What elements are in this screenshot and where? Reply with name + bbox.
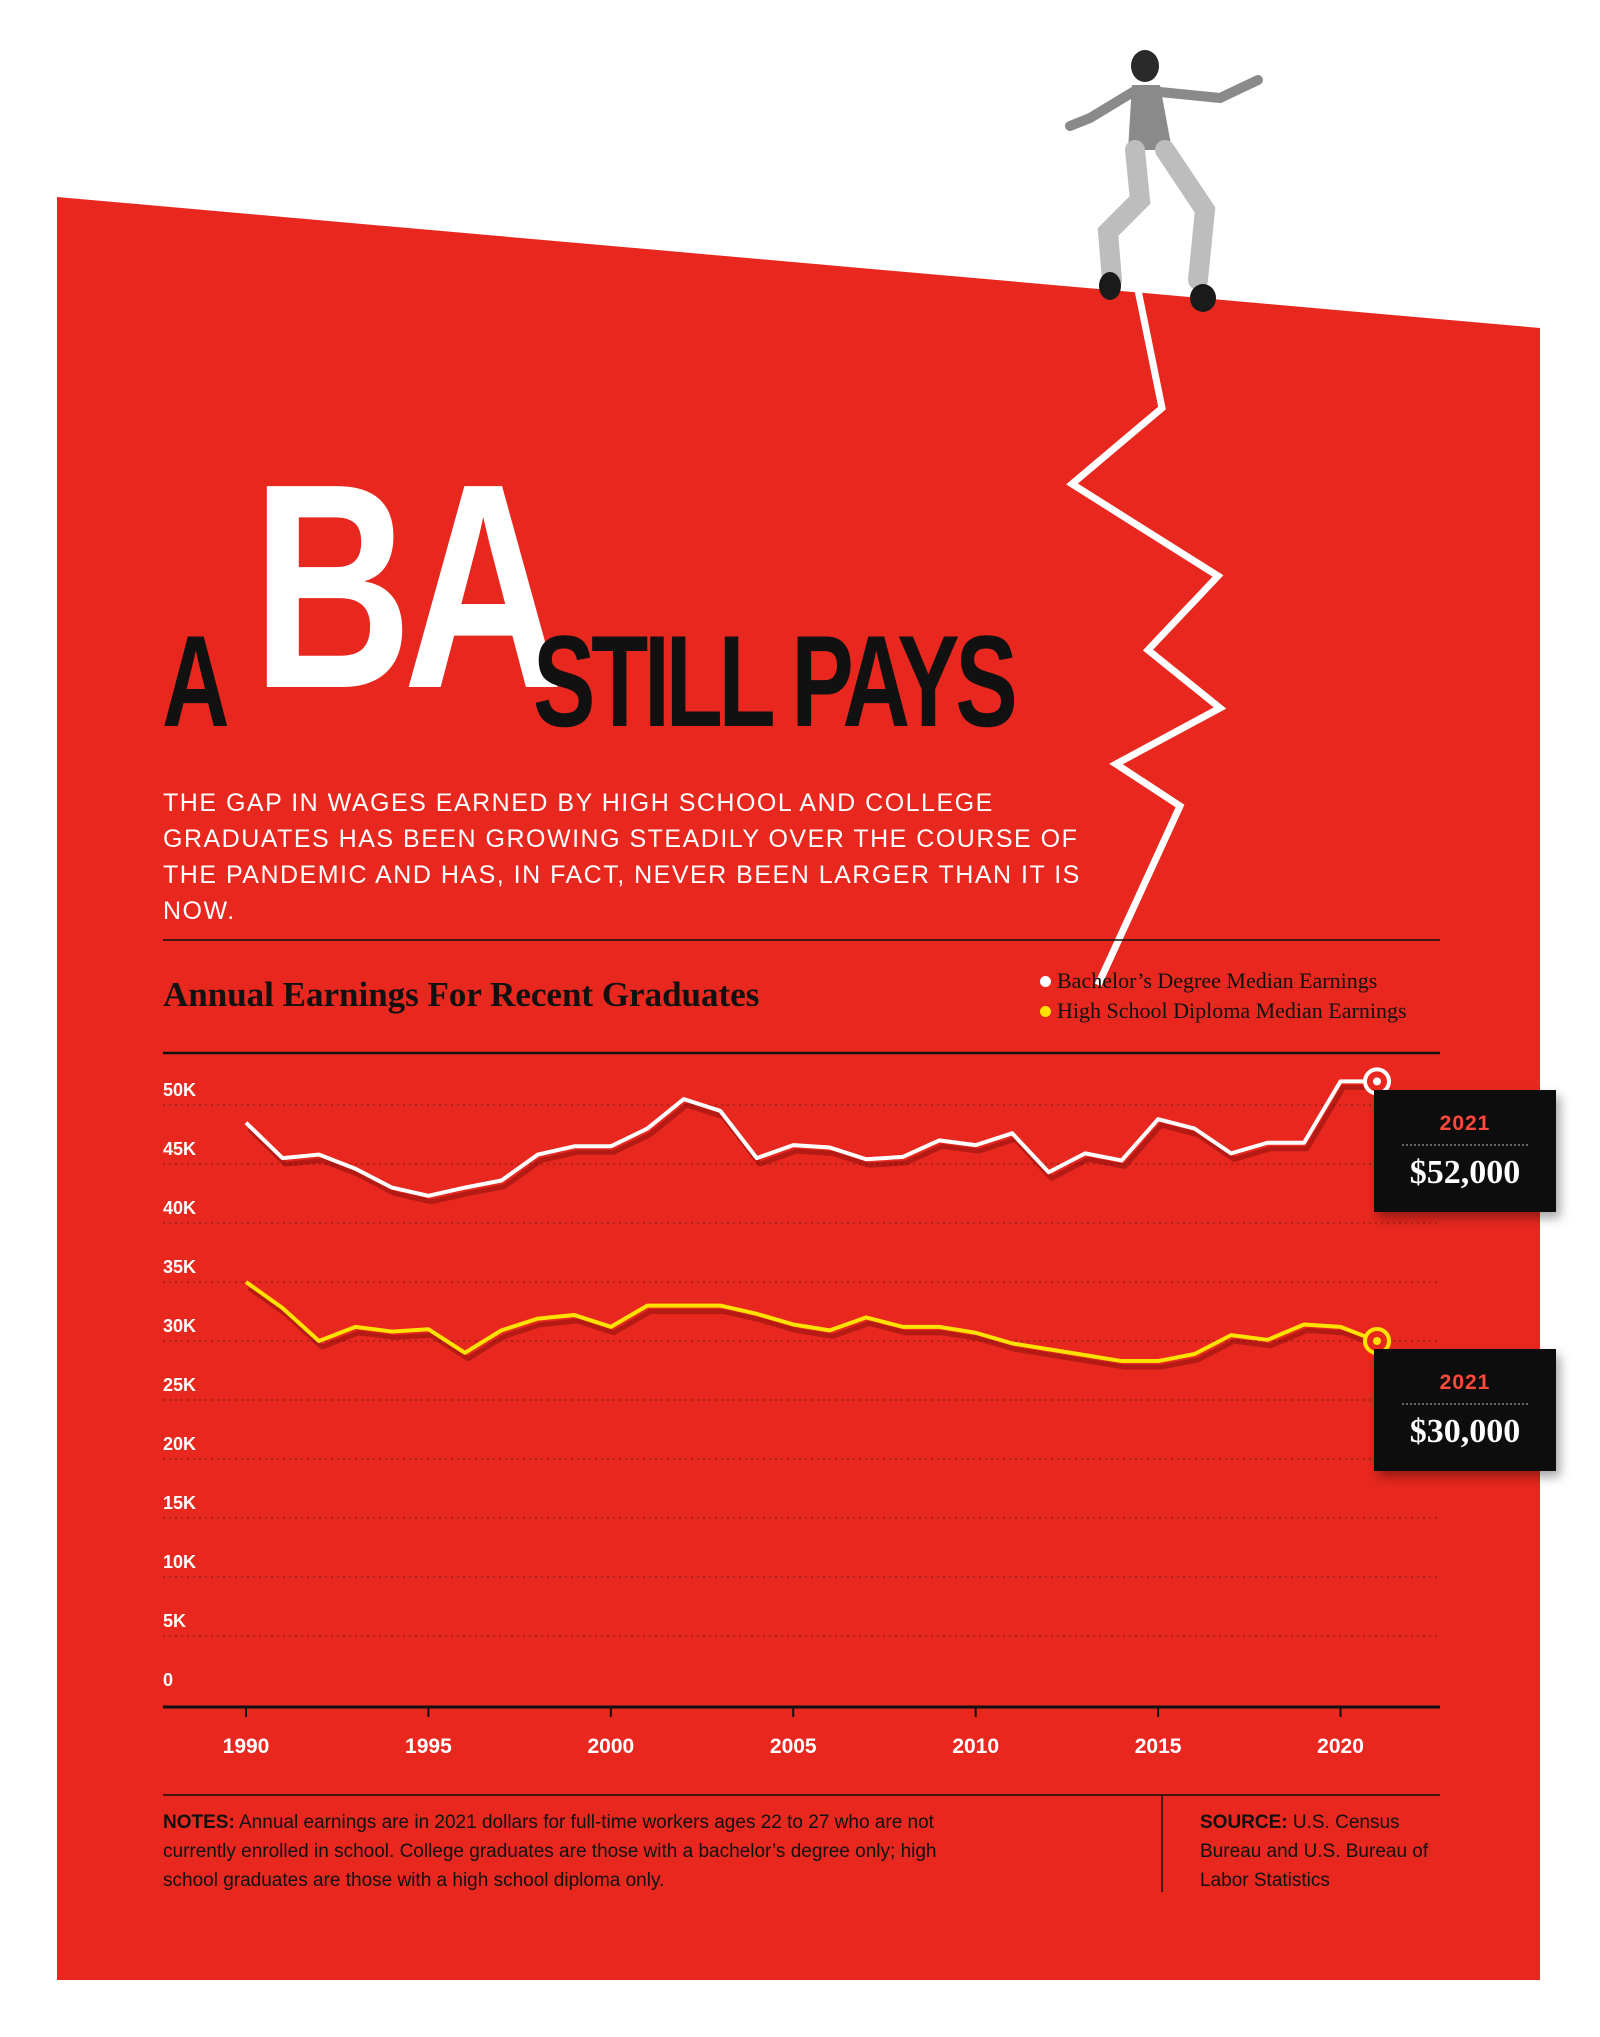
headline-ba: BA: [252, 423, 563, 749]
source-label: SOURCE:: [1200, 1812, 1288, 1833]
y-tick-label: 20K: [163, 1434, 196, 1454]
series-line-shadow: [247, 1285, 1381, 1370]
legend-dot-high-school: [1040, 1006, 1051, 1017]
legend-item-high-school: High School Diploma Median Earnings: [1040, 996, 1407, 1026]
legend-label-high-school: High School Diploma Median Earnings: [1057, 998, 1407, 1023]
y-tick-label: 35K: [163, 1257, 196, 1277]
y-tick-label: 50K: [163, 1080, 196, 1100]
x-tick-label: 2015: [1135, 1735, 1182, 1758]
source-text: U.S. Census Bureau and U.S. Bureau of La…: [1200, 1812, 1429, 1891]
callout-year: 2021: [1402, 1371, 1528, 1405]
callout-high-school-2021: 2021 $30,000: [1374, 1349, 1556, 1471]
y-tick-label: 25K: [163, 1375, 196, 1395]
x-tick-label: 2020: [1317, 1735, 1364, 1758]
headline-a: A: [162, 608, 230, 754]
legend: Bachelor’s Degree Median Earnings High S…: [1040, 966, 1407, 1026]
y-tick-label: 0: [163, 1670, 173, 1690]
series-line-bachelor: [244, 1079, 1377, 1198]
notes: NOTES: Annual earnings are in 2021 dolla…: [163, 1808, 953, 1895]
end-point-dot: [1373, 1077, 1381, 1086]
x-tick-label: 2000: [587, 1735, 634, 1758]
callout-value: $30,000: [1409, 1413, 1521, 1450]
subtitle: THE GAP IN WAGES EARNED BY HIGH SCHOOL A…: [163, 789, 1081, 925]
series-line-shadow: [247, 1084, 1380, 1205]
callout-bachelor-2021: 2021 $52,000: [1374, 1090, 1556, 1212]
legend-label-bachelor: Bachelor’s Degree Median Earnings: [1057, 968, 1378, 993]
line-chart: 0 5K 10K 15K 20K 25K 30K 35K 40K 45K 50K 1990 1995 20…: [163, 1067, 1440, 1758]
y-tick-label: 5K: [163, 1611, 186, 1631]
series-line-high-school: [244, 1280, 1378, 1364]
y-tick-label: 40K: [163, 1198, 196, 1218]
notes-text: Annual earnings are in 2021 dollars for …: [163, 1812, 937, 1891]
source: SOURCE: U.S. Census Bureau and U.S. Bure…: [1200, 1808, 1450, 1895]
callout-year: 2021: [1402, 1112, 1528, 1146]
x-tick-label: 1990: [223, 1735, 270, 1758]
headline-still-pays: STILL PAYS: [533, 608, 1018, 754]
legend-dot-bachelor: [1040, 976, 1051, 987]
x-tick-label: 2010: [952, 1735, 999, 1758]
notes-label: NOTES:: [163, 1812, 235, 1833]
end-point-dot: [1373, 1337, 1381, 1345]
x-tick-label: 1995: [405, 1735, 452, 1758]
crack-line: [1066, 289, 1227, 987]
y-tick-label: 10K: [163, 1552, 196, 1572]
x-tick-label: 2005: [770, 1735, 817, 1758]
legend-item-bachelor: Bachelor’s Degree Median Earnings: [1040, 966, 1407, 996]
woman-figure-image: [1065, 50, 1263, 312]
red-panel: [57, 197, 1540, 1980]
callout-value: $52,000: [1409, 1154, 1521, 1191]
y-tick-label: 30K: [163, 1316, 196, 1336]
y-tick-label: 15K: [163, 1493, 196, 1513]
y-tick-label: 45K: [163, 1139, 196, 1159]
chart-title: Annual Earnings For Recent Graduates: [163, 975, 760, 1014]
